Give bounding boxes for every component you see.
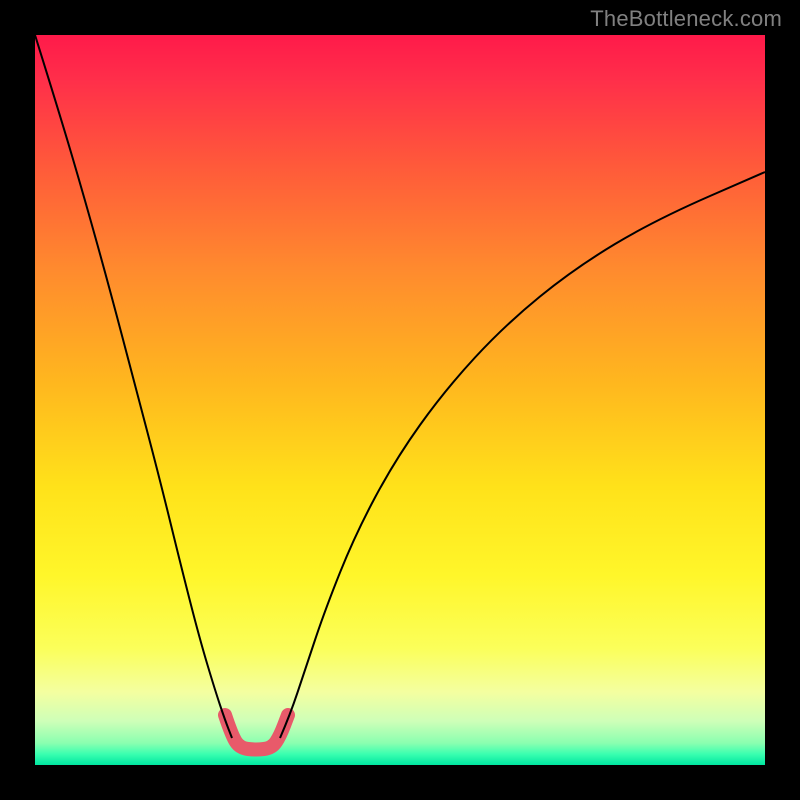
tolerance-marker (225, 715, 288, 750)
plot-area (35, 35, 765, 765)
curve-layer (35, 35, 765, 765)
watermark-text: TheBottleneck.com (590, 6, 782, 32)
curve-right-branch (280, 172, 765, 738)
curve-left-branch (35, 35, 232, 738)
